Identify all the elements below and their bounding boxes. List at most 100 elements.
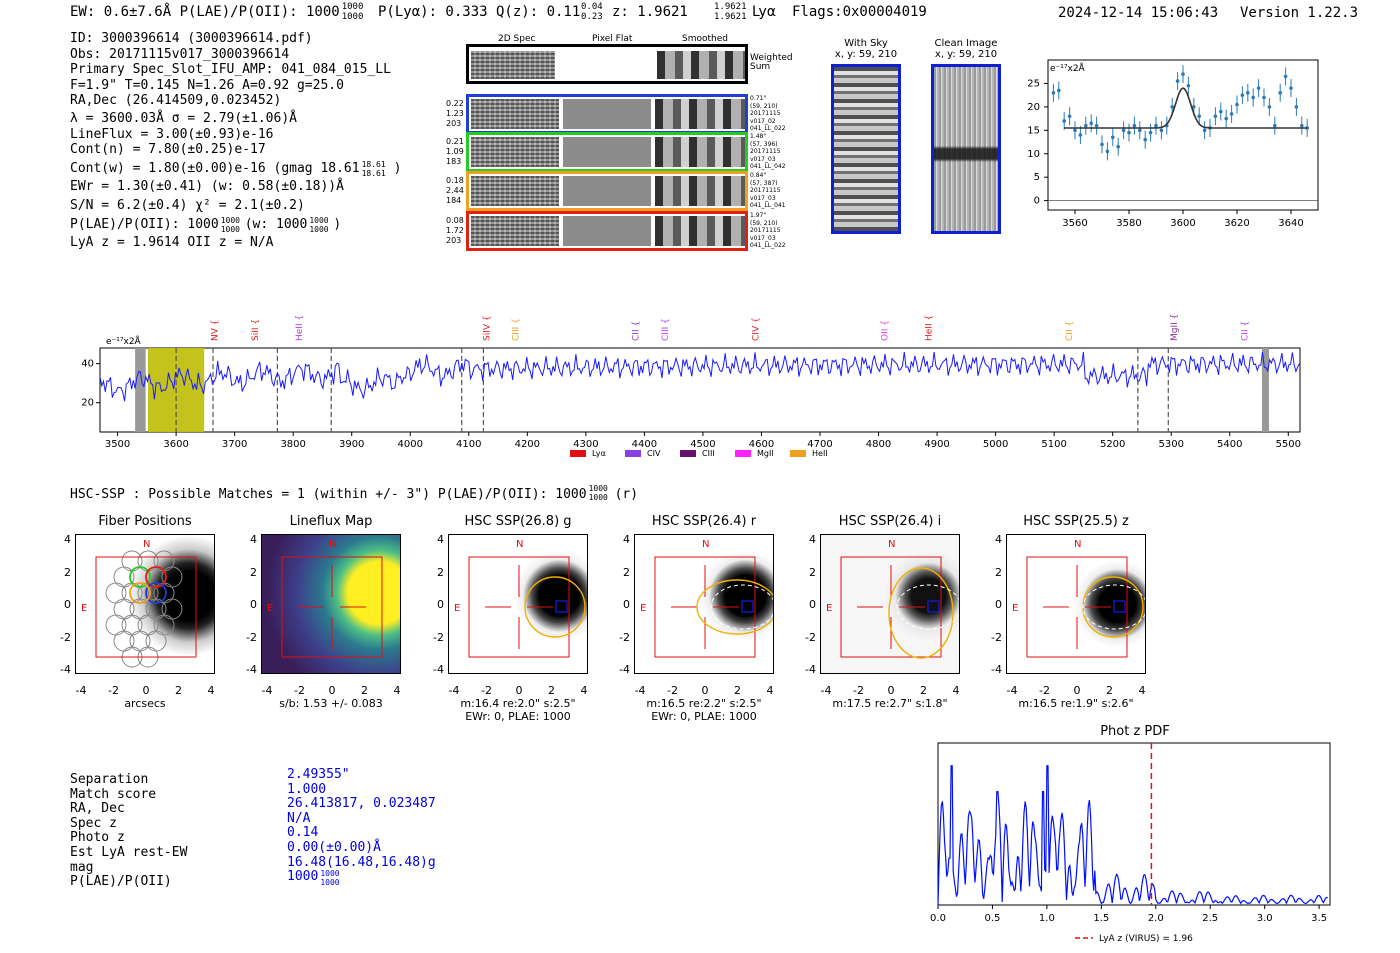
spec2d-stat: 0.22 (446, 99, 464, 108)
hsc-summary-text: HSC-SSP : Possible Matches = 1 (within +… (70, 487, 587, 502)
cutout-clean-title: Clean Image x, y: 59, 210 (926, 38, 1006, 60)
zoom-point (1278, 91, 1282, 95)
zoom-point (1202, 128, 1207, 133)
hsc-xtick-label: 4 (207, 684, 215, 697)
photz-pdf-line (937, 765, 1328, 906)
hsc-xtick-label: 4 (952, 684, 960, 697)
hsc-xtick-label: 0 (142, 684, 150, 697)
full-legend-label: MgII (757, 449, 774, 458)
spec2d-row (466, 171, 748, 211)
match-value: 2.49355" (287, 767, 436, 783)
zoom-point (1192, 105, 1196, 109)
hsc-white-ellipse (1082, 584, 1145, 630)
match-value: 26.413817, 0.023487 (287, 796, 436, 812)
full-line-marker: CII { (632, 321, 642, 341)
info-contw: Cont(w) = 1.80(±0.00)e-16 (gmag 18.61 18.… (70, 160, 401, 178)
zoom-point (1262, 95, 1266, 100)
spec2d-stat: 1.23 (446, 109, 464, 118)
spec2d-meta: (57, 396) (750, 140, 778, 148)
full-legend-label: HeII (812, 449, 828, 458)
header-z: z: 1.9621 (612, 4, 688, 20)
compass-e-label: E (1012, 603, 1018, 614)
hsc-panel-overlay: NE (826, 539, 959, 659)
full-xtick-label: 4900 (924, 439, 949, 450)
spec2d-stat: 203 (446, 236, 462, 245)
hsc-ytick-label: 4 (64, 533, 71, 546)
full-xtick-label: 5500 (1276, 439, 1301, 450)
fiber-circle (105, 582, 127, 604)
zoom-ytick-label: 20 (1027, 102, 1040, 113)
hsc-xtick-label: 0 (515, 684, 523, 697)
full-line-marker: NV { (211, 320, 221, 341)
hsc-ytick-label: 2 (623, 565, 630, 579)
fiber-circle-selected (145, 566, 167, 588)
compass-n-label: N (516, 539, 523, 550)
hsc-panel-title: HSC SSP(25.5) z (1023, 514, 1129, 529)
spec2d-stat: 183 (446, 157, 462, 166)
photz-xtick-label: 3.0 (1257, 913, 1273, 924)
hsc-panel-caption: m:16.5 re:2.2" s:2.5" (646, 697, 762, 710)
spec2d-row-left-stats: 0.22 1.23 203 (446, 99, 464, 129)
spec2d-row (466, 94, 748, 134)
fiber-circle (153, 614, 175, 636)
header-qz-top: 0.04 (581, 2, 603, 12)
hsc-aperture-box (468, 556, 570, 658)
spec2d-meta: v017_03 (750, 234, 776, 242)
match-values: 2.49355" 1.000 26.413817, 0.023487 N/A 0.14 0… (287, 767, 436, 887)
spec2d-meta: 0.84" (750, 172, 767, 179)
full-xtick-label: 5000 (983, 439, 1008, 450)
zoom-xtick-label: 3600 (1170, 218, 1195, 229)
photz-xtick-label: 3.5 (1311, 913, 1327, 924)
cutout-with-sky-coords: x, y: 59, 210 (834, 49, 898, 60)
fiber-circle (145, 598, 167, 620)
spec2d-row-pixelflat-image (563, 137, 651, 167)
cutout-clean-coords: x, y: 59, 210 (934, 49, 998, 60)
hsc-xtick-label: 2 (920, 684, 927, 697)
match-label: Spec z (70, 815, 117, 831)
spec2d-row-left-stats: 0.18 2.44 184 (446, 176, 464, 206)
match-values-col: 2.49355" 1.000 26.413817, 0.023487 N/A 0.14 0… (287, 767, 436, 887)
hsc-panel-overlay: NE (454, 539, 586, 658)
spec2d-meta: (57, 387) (750, 179, 778, 187)
info-lya-z: LyA z = 1.9614 OII z = N/A (70, 235, 274, 251)
photz-pdf-chart: 0.0 0.5 1.0 1.5 2.0 2.5 3.0 3.5 LyA z (VIRUS) = … (930, 742, 1331, 944)
hsc-ytick-label: 2 (995, 565, 1002, 579)
hsc-xtick-label: -4 (75, 684, 87, 697)
photz-xtick-label: 2.0 (1148, 913, 1164, 924)
weighted-2dspec-image (471, 51, 555, 79)
hsc-ytick-label: 4 (809, 533, 816, 546)
full-legend-label: Lyα (592, 449, 606, 458)
hsc-ytick-label: -2 (991, 630, 1002, 644)
hsc-xtick-label: -2 (853, 684, 864, 697)
match-label: Photo z (70, 830, 125, 846)
header-ew-plae: EW: 0.6±7.6Å P(LAE)/P(OII): 1000 (70, 4, 340, 20)
zoom-point (1219, 109, 1223, 114)
match-value-text: 1000 (287, 869, 319, 885)
full-line-marker: SiII { (251, 319, 261, 341)
compass-n-label: N (143, 539, 150, 550)
full-line-marker: CIII { (661, 318, 671, 341)
info-id: ID: 3000396614 (3000396614.pdf) (70, 31, 313, 46)
match-label: mag (70, 859, 94, 875)
zoom-point (1224, 116, 1228, 121)
spec2d-row-right-meta: 1.48" (57, 396) 20171115 v017_03 041_LL_042 (750, 133, 786, 171)
hsc-ytick-label: -4 (246, 663, 257, 676)
zoom-point (1240, 93, 1245, 97)
spec2d-row-smoothed-image (655, 216, 745, 246)
match-value: 16.48(16.48,16.48)g (287, 855, 436, 871)
full-ytick-label: 20 (81, 398, 94, 409)
zoom-point (1289, 86, 1293, 90)
zoom-point (1138, 128, 1142, 133)
spec2d-meta: v017_03 (750, 155, 776, 163)
spec2d-meta: v017_02 (750, 117, 776, 125)
match-value: 0.00(±0.00)Å (287, 840, 436, 856)
full-xtick-label: 3700 (222, 439, 247, 450)
spec2d-meta: 041_LL_022 (750, 125, 786, 132)
hsc-detection-box (1113, 600, 1126, 613)
info-lambda: λ = 3600.03Å σ = 2.79(±1.06)Å (70, 110, 297, 126)
hsc-xtick-label: 4 (393, 684, 401, 697)
hsc-xtick-label: 2 (361, 684, 368, 697)
spec2d-col-smoothed: Smoothed (682, 34, 728, 44)
zoom-ytick-label: 25 (1027, 78, 1040, 89)
